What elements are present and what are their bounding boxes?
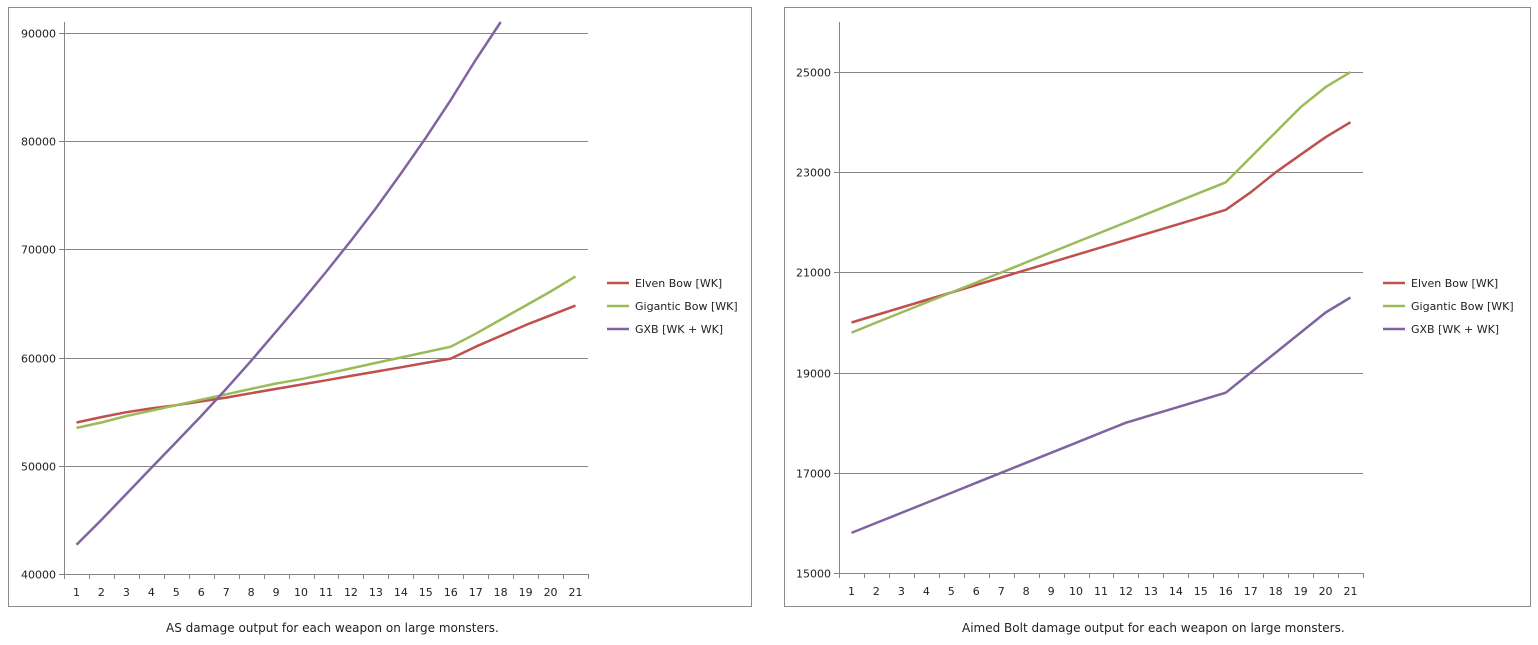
x-tick-label: 2 [98,586,105,599]
y-tick-label: 80000 [21,136,56,149]
x-tick-label: 9 [273,586,280,599]
x-tick-label: 14 [394,586,408,599]
x-tick-label: 4 [923,585,930,598]
y-tick-label: 60000 [21,353,56,366]
y-tick-label: 15000 [796,568,831,581]
series-line-gigantic-bow-wk [76,275,577,430]
x-tick-label: 21 [569,586,583,599]
y-tick-label: 90000 [21,28,56,41]
y-tick-label: 21000 [796,267,831,280]
x-tick-label: 2 [873,585,880,598]
x-tick-label: 1 [848,585,855,598]
x-tick-label: 10 [294,586,308,599]
legend-label-gigantic-bow-wk: Gigantic Bow [WK] [635,300,738,313]
chart-panel-as-damage: 40000 50000 60000 70000 80000 90000 1 2 3 4 5 6 7 8 9 1… [8,7,752,607]
y-tick-label: 17000 [796,468,831,481]
legend-label-elven-bow-wk: Elven Bow [WK] [1411,277,1498,290]
x-tick-label: 13 [1144,585,1158,598]
x-tick-label: 17 [1244,585,1258,598]
x-tick-label: 12 [344,586,358,599]
x-tick-label: 6 [973,585,980,598]
x-tick-label: 16 [1219,585,1233,598]
x-tick-label: 4 [148,586,155,599]
series-line-elven-bow-wk [851,121,1352,324]
x-tick-label: 11 [319,586,333,599]
legend-label-elven-bow-wk: Elven Bow [WK] [635,277,722,290]
legend-label-gigantic-bow-wk: Gigantic Bow [WK] [1411,300,1514,313]
x-tick-label: 9 [1048,585,1055,598]
x-tick-label: 14 [1169,585,1183,598]
x-tick-label: 7 [223,586,230,599]
y-tick-label: 25000 [796,67,831,80]
legend-label-gxb-wk-wk: GXB [WK + WK] [1411,323,1499,336]
x-tick-label: 20 [544,586,558,599]
series-line-gigantic-bow-wk [851,71,1352,334]
x-tick-label: 3 [898,585,905,598]
x-tick-label: 17 [469,586,483,599]
y-tick-label: 40000 [21,569,56,582]
x-tick-label: 20 [1319,585,1333,598]
legend-label-gxb-wk-wk: GXB [WK + WK] [635,323,723,336]
x-tick-label: 1 [73,586,80,599]
chart-panel-aimed-bolt: 15000 17000 19000 21000 23000 25000 1 2 3 4 5 6 7 8 9 1… [784,7,1531,607]
x-tick-label: 8 [1023,585,1030,598]
y-tick-label: 70000 [21,244,56,257]
x-tick-label: 11 [1094,585,1108,598]
x-tick-label: 12 [1119,585,1133,598]
y-tick-label: 23000 [796,167,831,180]
x-tick-label: 21 [1344,585,1358,598]
x-tick-label: 5 [173,586,180,599]
x-tick-label: 18 [1269,585,1283,598]
caption-as-damage: AS damage output for each weapon on larg… [166,621,499,635]
x-tick-label: 19 [1294,585,1308,598]
series-line-elven-bow-wk [76,304,576,424]
x-tick-label: 15 [419,586,433,599]
x-tick-label: 15 [1194,585,1208,598]
x-tick-label: 7 [998,585,1005,598]
series-line-gxb-wk-wk [75,21,502,546]
y-tick-label: 50000 [21,461,56,474]
x-tick-label: 13 [369,586,383,599]
x-tick-label: 16 [444,586,458,599]
x-tick-label: 5 [948,585,955,598]
x-tick-label: 19 [519,586,533,599]
caption-aimed-bolt: Aimed Bolt damage output for each weapon… [962,621,1345,635]
x-tick-label: 18 [494,586,508,599]
y-tick-label: 19000 [796,368,831,381]
series-line-gxb-wk-wk [851,296,1352,535]
x-tick-label: 6 [198,586,205,599]
x-tick-label: 10 [1069,585,1083,598]
x-tick-label: 3 [123,586,130,599]
x-tick-label: 8 [248,586,255,599]
